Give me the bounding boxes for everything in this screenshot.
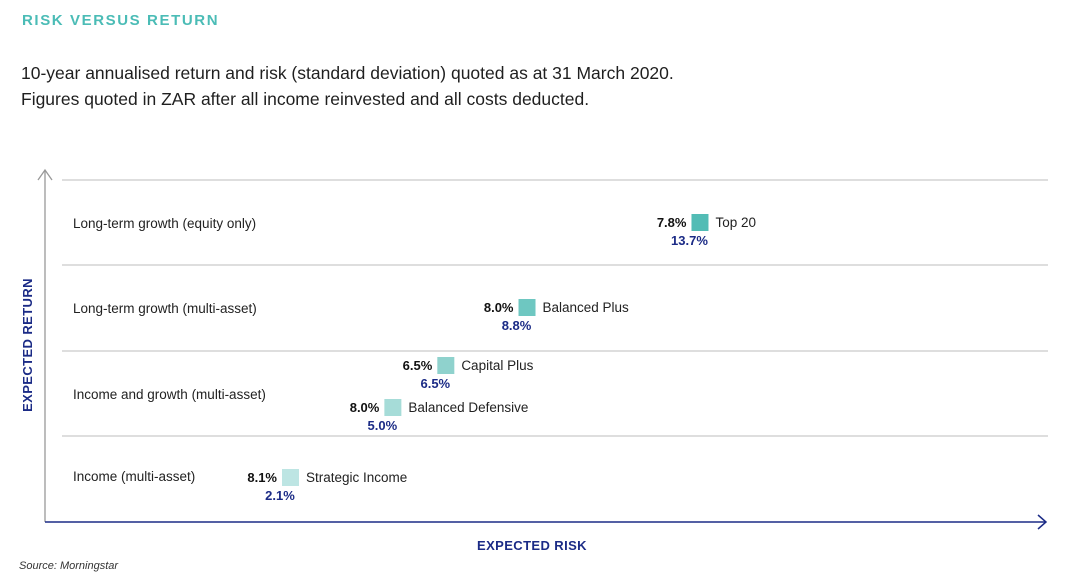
risk-label: 6.5% <box>420 376 450 391</box>
data-point-marker <box>282 469 299 486</box>
data-point-marker <box>437 357 455 374</box>
data-point: 8.1% 2.1% Strategic Income <box>247 469 407 503</box>
source-note: Source: Morningstar <box>19 560 119 572</box>
band-label-equity: Long-term growth (equity only) <box>73 216 256 231</box>
data-point: 8.0% 8.8% Balanced Plus <box>484 299 629 333</box>
data-point: 8.0% 5.0% Balanced Defensive <box>350 399 528 433</box>
chart-subtitle: 10-year annualised return and risk (stan… <box>21 60 674 112</box>
fund-name-label: Balanced Plus <box>543 300 630 315</box>
band-gridlines <box>62 179 1048 437</box>
x-axis <box>45 514 1048 530</box>
y-axis-arrow-icon <box>37 168 53 181</box>
subtitle-line-2: Figures quoted in ZAR after all income r… <box>21 89 590 109</box>
x-axis-arrow-icon <box>1037 514 1048 530</box>
data-point-marker <box>384 399 402 416</box>
band-label-income-growth: Income and growth (multi-asset) <box>73 387 266 402</box>
data-point: 6.5% 6.5% Capital Plus <box>403 357 534 391</box>
risk-label: 8.8% <box>502 318 532 333</box>
fund-name-label: Balanced Defensive <box>408 400 528 415</box>
return-label: 8.1% <box>247 470 277 485</box>
y-axis-title: EXPECTED RETURN <box>20 278 35 412</box>
data-point-marker <box>691 214 709 231</box>
data-point: 7.8% 13.7% Top 20 <box>657 214 756 248</box>
risk-label: 13.7% <box>671 233 708 248</box>
data-point-marker <box>518 299 536 316</box>
y-axis <box>37 168 53 522</box>
band-label-growth-multi: Long-term growth (multi-asset) <box>73 301 257 316</box>
fund-name-label: Capital Plus <box>461 358 533 373</box>
data-points: 8.1% 2.1% Strategic Income 8.0% 5.0% Balanced… <box>247 214 756 503</box>
return-label: 7.8% <box>657 215 687 230</box>
risk-label: 5.0% <box>368 418 398 433</box>
return-label: 8.0% <box>350 400 380 415</box>
subtitle-line-1: 10-year annualised return and risk (stan… <box>21 63 674 83</box>
band-label-income: Income (multi-asset) <box>73 469 195 484</box>
chart-heading: RISK VERSUS RETURN <box>22 12 220 29</box>
fund-name-label: Strategic Income <box>306 470 407 485</box>
fund-name-label: Top 20 <box>715 215 756 230</box>
return-label: 6.5% <box>403 358 433 373</box>
risk-label: 2.1% <box>265 488 295 503</box>
x-axis-title: EXPECTED RISK <box>477 538 587 553</box>
return-label: 8.0% <box>484 300 514 315</box>
